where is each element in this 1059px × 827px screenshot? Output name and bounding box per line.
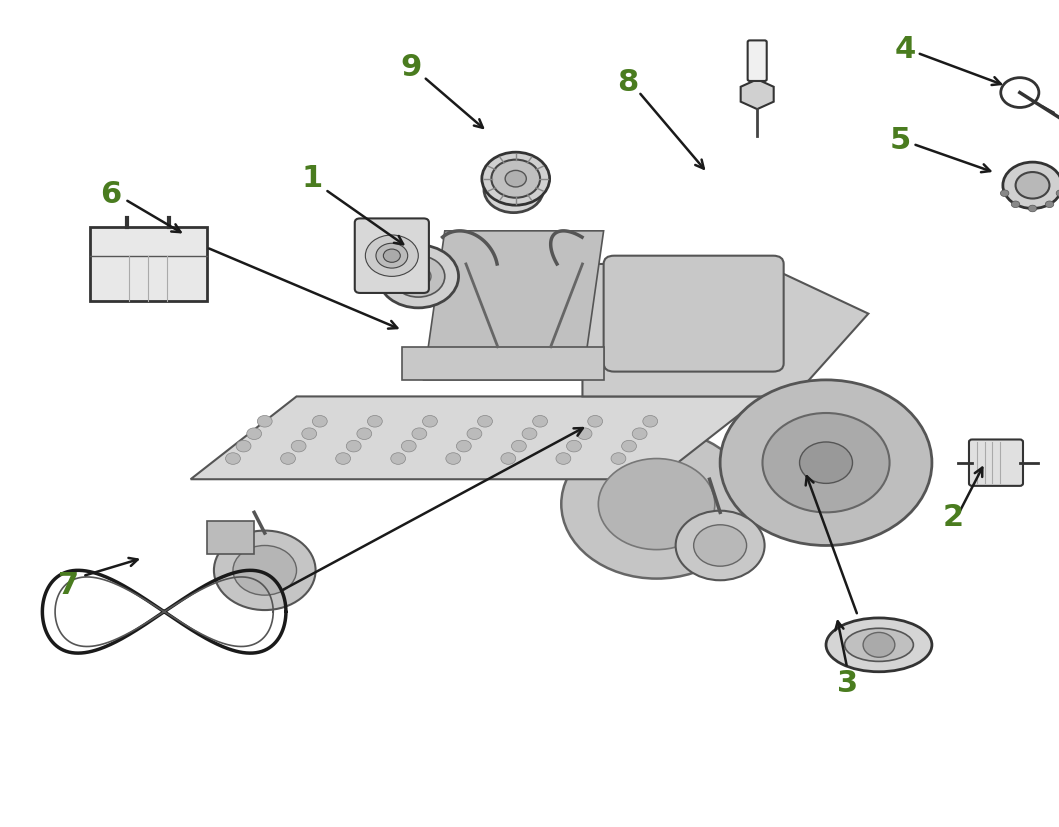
Circle shape xyxy=(281,453,295,465)
Circle shape xyxy=(383,250,400,263)
Ellipse shape xyxy=(845,629,913,662)
Circle shape xyxy=(1016,173,1049,199)
Circle shape xyxy=(491,160,540,198)
Circle shape xyxy=(676,511,765,581)
Circle shape xyxy=(423,416,437,428)
Circle shape xyxy=(762,414,890,513)
Circle shape xyxy=(495,175,533,205)
Circle shape xyxy=(226,453,240,465)
Circle shape xyxy=(247,428,262,440)
Polygon shape xyxy=(191,397,762,480)
Circle shape xyxy=(522,428,537,440)
Text: 8: 8 xyxy=(617,68,639,98)
Polygon shape xyxy=(402,347,604,380)
Circle shape xyxy=(577,428,592,440)
Circle shape xyxy=(622,441,636,452)
Circle shape xyxy=(312,416,327,428)
Circle shape xyxy=(257,416,272,428)
FancyBboxPatch shape xyxy=(355,219,429,294)
Circle shape xyxy=(478,416,492,428)
Circle shape xyxy=(863,633,895,657)
Circle shape xyxy=(1045,202,1054,208)
Circle shape xyxy=(401,441,416,452)
Circle shape xyxy=(1028,206,1037,213)
Circle shape xyxy=(561,430,752,579)
Circle shape xyxy=(1011,202,1020,208)
Circle shape xyxy=(446,453,461,465)
Circle shape xyxy=(1056,191,1059,198)
Polygon shape xyxy=(207,521,254,554)
Circle shape xyxy=(367,416,382,428)
Circle shape xyxy=(392,256,445,298)
Text: 5: 5 xyxy=(890,126,911,155)
Circle shape xyxy=(346,441,361,452)
Circle shape xyxy=(467,428,482,440)
Circle shape xyxy=(484,167,543,213)
Circle shape xyxy=(357,428,372,440)
Ellipse shape xyxy=(826,619,932,672)
Circle shape xyxy=(391,453,406,465)
Circle shape xyxy=(720,380,932,546)
Circle shape xyxy=(412,428,427,440)
Polygon shape xyxy=(582,265,868,397)
Circle shape xyxy=(556,453,571,465)
Text: 9: 9 xyxy=(400,53,421,83)
Circle shape xyxy=(611,453,626,465)
Circle shape xyxy=(365,236,418,277)
Text: 7: 7 xyxy=(58,570,79,600)
Circle shape xyxy=(588,416,603,428)
FancyBboxPatch shape xyxy=(748,41,767,82)
Circle shape xyxy=(214,531,316,610)
Circle shape xyxy=(567,441,581,452)
Circle shape xyxy=(598,459,715,550)
Circle shape xyxy=(378,246,459,308)
Circle shape xyxy=(533,416,548,428)
Text: 6: 6 xyxy=(101,179,122,209)
Circle shape xyxy=(694,525,747,566)
Text: 4: 4 xyxy=(895,35,916,65)
Circle shape xyxy=(302,428,317,440)
Circle shape xyxy=(501,453,516,465)
Circle shape xyxy=(632,428,647,440)
Circle shape xyxy=(643,416,658,428)
Text: 1: 1 xyxy=(302,163,323,193)
Circle shape xyxy=(233,546,297,595)
Polygon shape xyxy=(424,232,604,380)
Text: 3: 3 xyxy=(837,667,858,697)
Circle shape xyxy=(456,441,471,452)
FancyBboxPatch shape xyxy=(969,440,1023,486)
Text: 2: 2 xyxy=(943,502,964,532)
FancyBboxPatch shape xyxy=(90,227,207,302)
Polygon shape xyxy=(740,80,774,110)
Circle shape xyxy=(406,267,431,287)
Circle shape xyxy=(376,244,408,269)
Circle shape xyxy=(482,153,550,206)
Circle shape xyxy=(1001,191,1009,198)
Circle shape xyxy=(511,441,526,452)
Circle shape xyxy=(505,171,526,188)
FancyBboxPatch shape xyxy=(604,256,784,372)
Circle shape xyxy=(236,441,251,452)
Circle shape xyxy=(1003,163,1059,209)
Circle shape xyxy=(336,453,351,465)
Circle shape xyxy=(291,441,306,452)
Circle shape xyxy=(800,442,852,484)
